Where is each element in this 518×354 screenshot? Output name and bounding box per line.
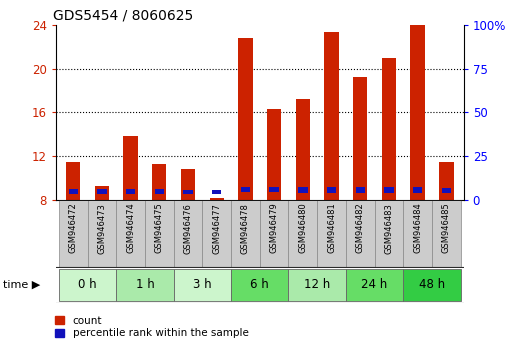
FancyBboxPatch shape (59, 200, 88, 267)
Text: GSM946484: GSM946484 (413, 203, 422, 253)
Text: GSM946472: GSM946472 (69, 203, 78, 253)
FancyBboxPatch shape (231, 269, 289, 301)
Bar (241, 187, 250, 192)
Bar (123, 137, 138, 200)
Bar (439, 162, 454, 200)
FancyBboxPatch shape (116, 200, 145, 267)
Text: 6 h: 6 h (250, 279, 269, 291)
Text: 1 h: 1 h (136, 279, 154, 291)
Bar (152, 164, 166, 200)
Text: GSM946475: GSM946475 (155, 203, 164, 253)
FancyBboxPatch shape (116, 269, 174, 301)
FancyBboxPatch shape (145, 200, 174, 267)
FancyBboxPatch shape (317, 200, 346, 267)
Text: GSM946482: GSM946482 (356, 203, 365, 253)
FancyBboxPatch shape (231, 200, 260, 267)
Text: GSM946483: GSM946483 (384, 203, 394, 253)
Bar (384, 187, 394, 193)
FancyBboxPatch shape (174, 269, 231, 301)
FancyBboxPatch shape (203, 200, 231, 267)
Text: GSM946476: GSM946476 (183, 203, 193, 253)
Bar (238, 38, 253, 200)
Bar (66, 162, 80, 200)
Bar (413, 187, 422, 193)
Text: 48 h: 48 h (419, 279, 445, 291)
Bar (355, 187, 365, 193)
Bar (353, 78, 367, 200)
Text: 24 h: 24 h (362, 279, 388, 291)
Text: GSM946478: GSM946478 (241, 203, 250, 253)
Bar (269, 187, 279, 192)
Bar (267, 109, 281, 200)
Text: 0 h: 0 h (78, 279, 97, 291)
FancyBboxPatch shape (289, 269, 346, 301)
Bar (95, 186, 109, 200)
FancyBboxPatch shape (174, 200, 203, 267)
Bar (327, 187, 336, 193)
FancyBboxPatch shape (375, 200, 404, 267)
Bar (382, 58, 396, 200)
FancyBboxPatch shape (346, 269, 404, 301)
Bar (324, 33, 339, 200)
FancyBboxPatch shape (404, 269, 461, 301)
Text: GSM946485: GSM946485 (442, 203, 451, 253)
FancyBboxPatch shape (432, 200, 461, 267)
Bar (181, 169, 195, 200)
Text: GSM946473: GSM946473 (97, 203, 106, 253)
Text: time ▶: time ▶ (3, 280, 40, 290)
Bar (183, 190, 193, 194)
Bar (97, 189, 107, 194)
Legend: count, percentile rank within the sample: count, percentile rank within the sample (51, 312, 253, 342)
FancyBboxPatch shape (88, 200, 116, 267)
Bar (210, 198, 224, 200)
Bar (212, 190, 221, 194)
FancyBboxPatch shape (289, 200, 317, 267)
Text: 12 h: 12 h (304, 279, 330, 291)
Bar (298, 187, 308, 193)
Bar (126, 189, 135, 194)
FancyBboxPatch shape (59, 269, 116, 301)
Text: GSM946477: GSM946477 (212, 203, 221, 253)
Text: GSM946479: GSM946479 (270, 203, 279, 253)
FancyBboxPatch shape (404, 200, 432, 267)
Text: GSM946474: GSM946474 (126, 203, 135, 253)
Text: GSM946481: GSM946481 (327, 203, 336, 253)
Bar (442, 188, 451, 193)
Text: 3 h: 3 h (193, 279, 212, 291)
Text: GSM946480: GSM946480 (298, 203, 307, 253)
FancyBboxPatch shape (260, 200, 289, 267)
Bar (68, 189, 78, 194)
FancyBboxPatch shape (346, 200, 375, 267)
Bar (296, 99, 310, 200)
Bar (410, 25, 425, 200)
Bar (155, 189, 164, 194)
Text: GDS5454 / 8060625: GDS5454 / 8060625 (53, 9, 194, 23)
